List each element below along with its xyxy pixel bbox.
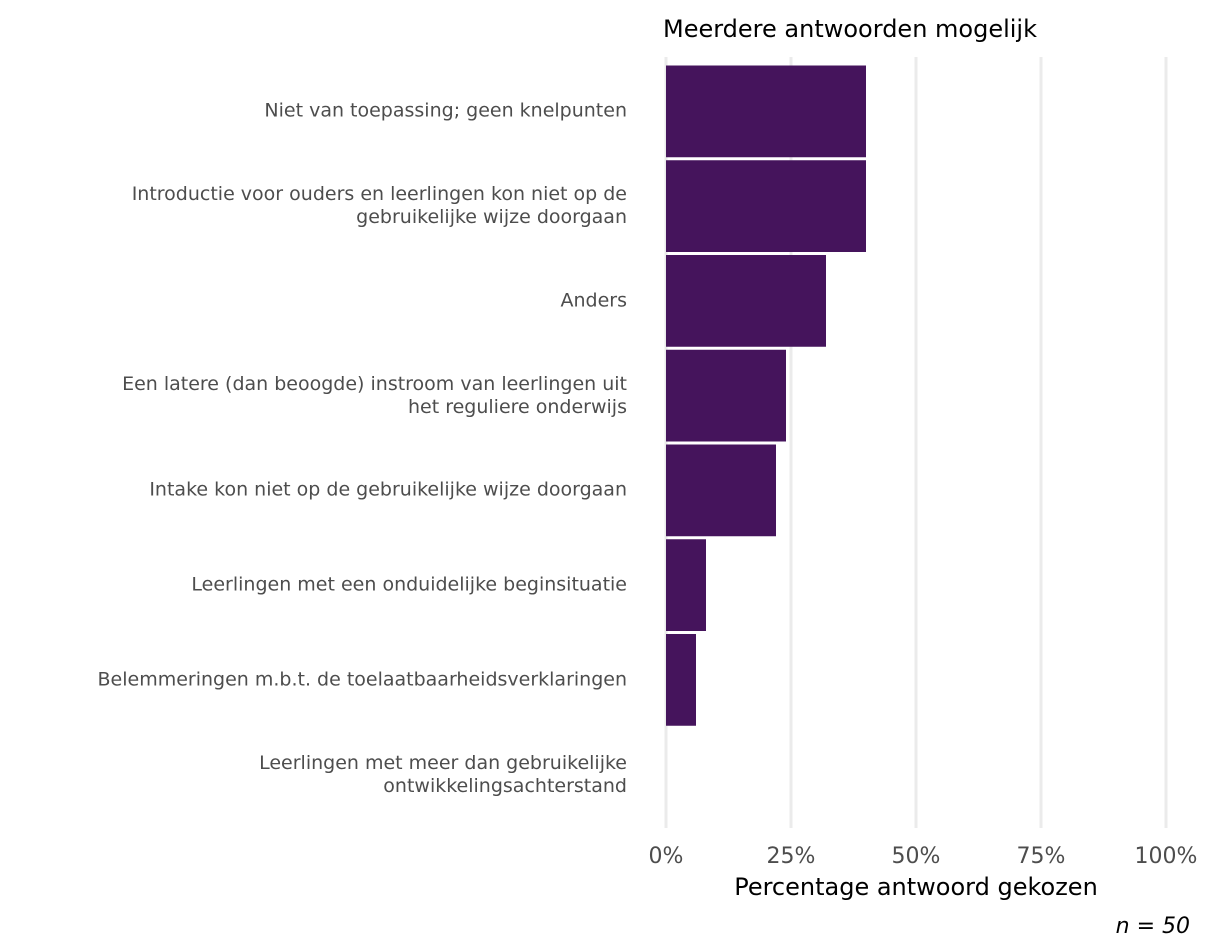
y-tick-label: Een latere (dan beoogde) instroom van le… [122, 372, 627, 418]
y-tick-label: Niet van toepassing; geen knelpunten [264, 99, 627, 122]
y-tick-label: Leerlingen met meer dan gebruikelijke on… [259, 751, 627, 797]
x-tick-label: 100% [1135, 844, 1198, 869]
bar [666, 65, 866, 158]
bar [666, 444, 776, 537]
x-axis-label: Percentage antwoord gekozen [734, 873, 1098, 901]
subtitle: Meerdere antwoorden mogelijk [663, 15, 1037, 43]
y-tick-label: Anders [560, 289, 628, 312]
x-tick-label: 0% [649, 844, 684, 869]
caption: n = 50 [1116, 914, 1190, 939]
x-tick-label: 25% [767, 844, 816, 869]
y-tick-label: Intake kon niet op de gebruikelijke wijz… [149, 478, 627, 501]
bar [666, 160, 866, 252]
bar [666, 255, 826, 347]
x-tick-label: 75% [1017, 844, 1066, 869]
x-tick-label: 50% [892, 844, 941, 869]
y-tick-label: Belemmeringen m.b.t. de toelaatbaarheids… [97, 668, 628, 691]
bar [666, 634, 696, 726]
y-tick-label: Leerlingen met een onduidelijke beginsit… [191, 573, 627, 596]
y-tick-label: Introductie voor ouders en leerlingen ko… [131, 183, 627, 229]
bar [666, 539, 706, 631]
bar [666, 349, 786, 442]
